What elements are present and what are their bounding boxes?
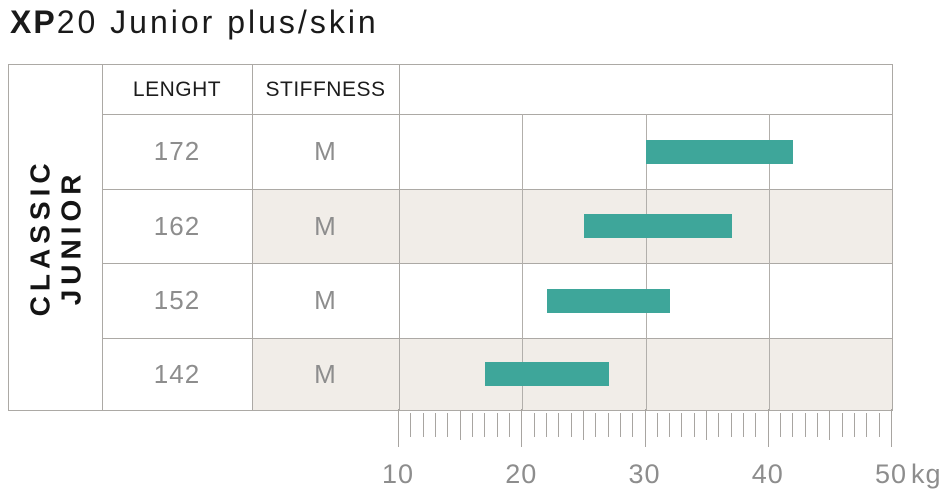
stiffness-value: M: [314, 136, 337, 166]
axis-tick: [434, 413, 436, 437]
header-length: LENGHT: [132, 77, 222, 101]
axis-tick: [706, 411, 708, 440]
weight-range-bar-152: [546, 288, 671, 313]
axis-tick: [854, 413, 856, 437]
axis-tick: [398, 409, 399, 447]
chart-gridline-40: [768, 114, 770, 410]
axis-tick-label: 30: [628, 459, 661, 489]
column-divider-length: [252, 65, 253, 410]
length-value: 152: [153, 285, 201, 315]
length-value: 142: [153, 358, 201, 389]
axis-tick: [792, 413, 794, 437]
axis-tick-label: 10: [381, 459, 415, 489]
axis-tick: [570, 413, 572, 437]
title-brand: XP: [10, 4, 57, 40]
axis-tick: [508, 413, 510, 437]
axis-tick: [718, 413, 720, 437]
axis-tick: [422, 413, 424, 437]
axis-tick-label: 40: [751, 459, 784, 489]
title-model: 20 Junior plus/skin: [56, 4, 379, 40]
length-value: 162: [153, 210, 201, 241]
axis-tick: [804, 413, 806, 437]
axis-tick: [767, 409, 769, 447]
weight-range-bar-142: [485, 362, 609, 386]
stiffness-value: M: [314, 285, 337, 315]
axis-tick: [730, 413, 732, 437]
row-band-162: [252, 189, 892, 263]
axis-tick: [866, 413, 868, 437]
axis-tick: [878, 413, 880, 437]
axis-tick: [595, 413, 597, 437]
page-title: XP20 Junior plus/skin: [10, 4, 379, 41]
row-divider-header: [102, 114, 892, 115]
axis-tick: [484, 413, 486, 437]
axis-tick: [891, 409, 892, 447]
axis-tick: [521, 409, 523, 447]
axis-tick: [632, 413, 634, 437]
axis-tick: [656, 413, 658, 437]
header-stiffness: STIFFNESS: [265, 77, 386, 101]
length-value: 172: [153, 136, 201, 166]
stiffness-value: M: [314, 210, 337, 241]
column-divider-group: [102, 65, 103, 410]
group-label-cell: CLASSIC JUNIOR: [9, 65, 102, 410]
axis-tick: [459, 411, 461, 440]
axis-tick: [693, 413, 695, 437]
axis-unit-label: kg: [911, 459, 942, 489]
axis-tick: [841, 413, 843, 437]
axis-tick: [447, 413, 449, 437]
axis-tick: [619, 413, 621, 437]
chart-gridline-30: [645, 114, 647, 410]
axis-tick-label: 50: [874, 459, 908, 489]
stiffness-value: M: [314, 358, 337, 389]
axis-tick: [681, 413, 683, 437]
axis-tick: [817, 413, 819, 437]
axis-tick: [410, 413, 412, 437]
chart-gridline-20: [522, 114, 524, 410]
axis-tick: [780, 413, 782, 437]
row-divider-1: [102, 189, 892, 190]
row-divider-3: [102, 338, 892, 339]
weight-axis: 10 20 30 40 50 kg: [8, 409, 950, 495]
axis-tick: [607, 413, 609, 437]
weight-range-bar-162: [583, 214, 732, 238]
axis-tick: [755, 413, 757, 437]
group-label: CLASSIC JUNIOR: [24, 158, 87, 317]
axis-tick: [743, 413, 745, 437]
axis-tick: [829, 411, 831, 440]
row-divider-2: [102, 263, 892, 264]
axis-tick: [545, 413, 547, 437]
axis-tick: [471, 413, 473, 437]
axis-tick: [582, 411, 584, 440]
axis-tick-label: 20: [505, 459, 538, 489]
axis-tick: [644, 409, 646, 447]
axis-tick: [669, 413, 671, 437]
axis-tick: [533, 413, 535, 437]
column-divider-stiffness: [399, 65, 400, 410]
size-table: LENGHT STIFFNESS CLASSIC JUNIOR 172 M 16…: [8, 64, 893, 411]
weight-range-bar-172: [645, 139, 794, 164]
axis-tick: [496, 413, 498, 437]
axis-tick: [558, 413, 560, 437]
